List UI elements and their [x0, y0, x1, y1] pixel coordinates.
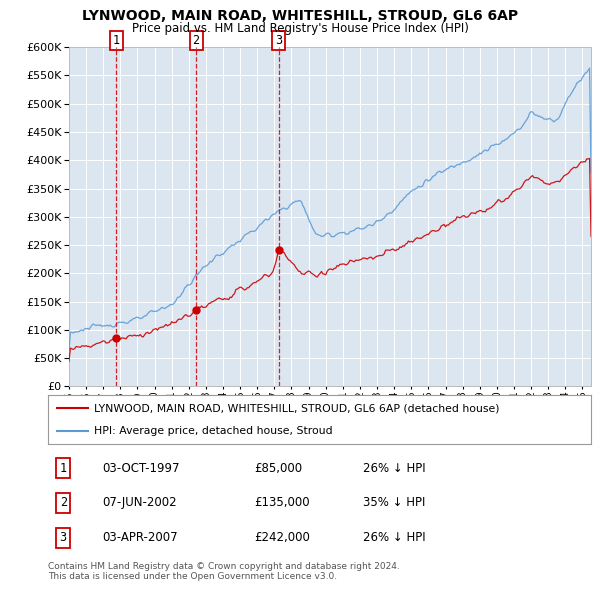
Text: 3: 3: [275, 34, 282, 47]
Text: 3: 3: [59, 532, 67, 545]
Text: Price paid vs. HM Land Registry's House Price Index (HPI): Price paid vs. HM Land Registry's House …: [131, 22, 469, 35]
Text: £135,000: £135,000: [254, 496, 310, 510]
Text: 35% ↓ HPI: 35% ↓ HPI: [363, 496, 425, 510]
Text: HPI: Average price, detached house, Stroud: HPI: Average price, detached house, Stro…: [94, 425, 333, 435]
Text: 03-APR-2007: 03-APR-2007: [103, 532, 178, 545]
Text: 1: 1: [113, 34, 119, 47]
Text: £242,000: £242,000: [254, 532, 310, 545]
Text: 26% ↓ HPI: 26% ↓ HPI: [363, 461, 425, 474]
Text: £85,000: £85,000: [254, 461, 302, 474]
Text: 07-JUN-2002: 07-JUN-2002: [103, 496, 177, 510]
Text: 03-OCT-1997: 03-OCT-1997: [103, 461, 180, 474]
Text: 26% ↓ HPI: 26% ↓ HPI: [363, 532, 425, 545]
Text: 1: 1: [59, 461, 67, 474]
Text: 2: 2: [59, 496, 67, 510]
Text: Contains HM Land Registry data © Crown copyright and database right 2024.
This d: Contains HM Land Registry data © Crown c…: [48, 562, 400, 581]
Text: 2: 2: [193, 34, 200, 47]
Text: LYNWOOD, MAIN ROAD, WHITESHILL, STROUD, GL6 6AP: LYNWOOD, MAIN ROAD, WHITESHILL, STROUD, …: [82, 9, 518, 23]
Text: LYNWOOD, MAIN ROAD, WHITESHILL, STROUD, GL6 6AP (detached house): LYNWOOD, MAIN ROAD, WHITESHILL, STROUD, …: [94, 404, 500, 414]
